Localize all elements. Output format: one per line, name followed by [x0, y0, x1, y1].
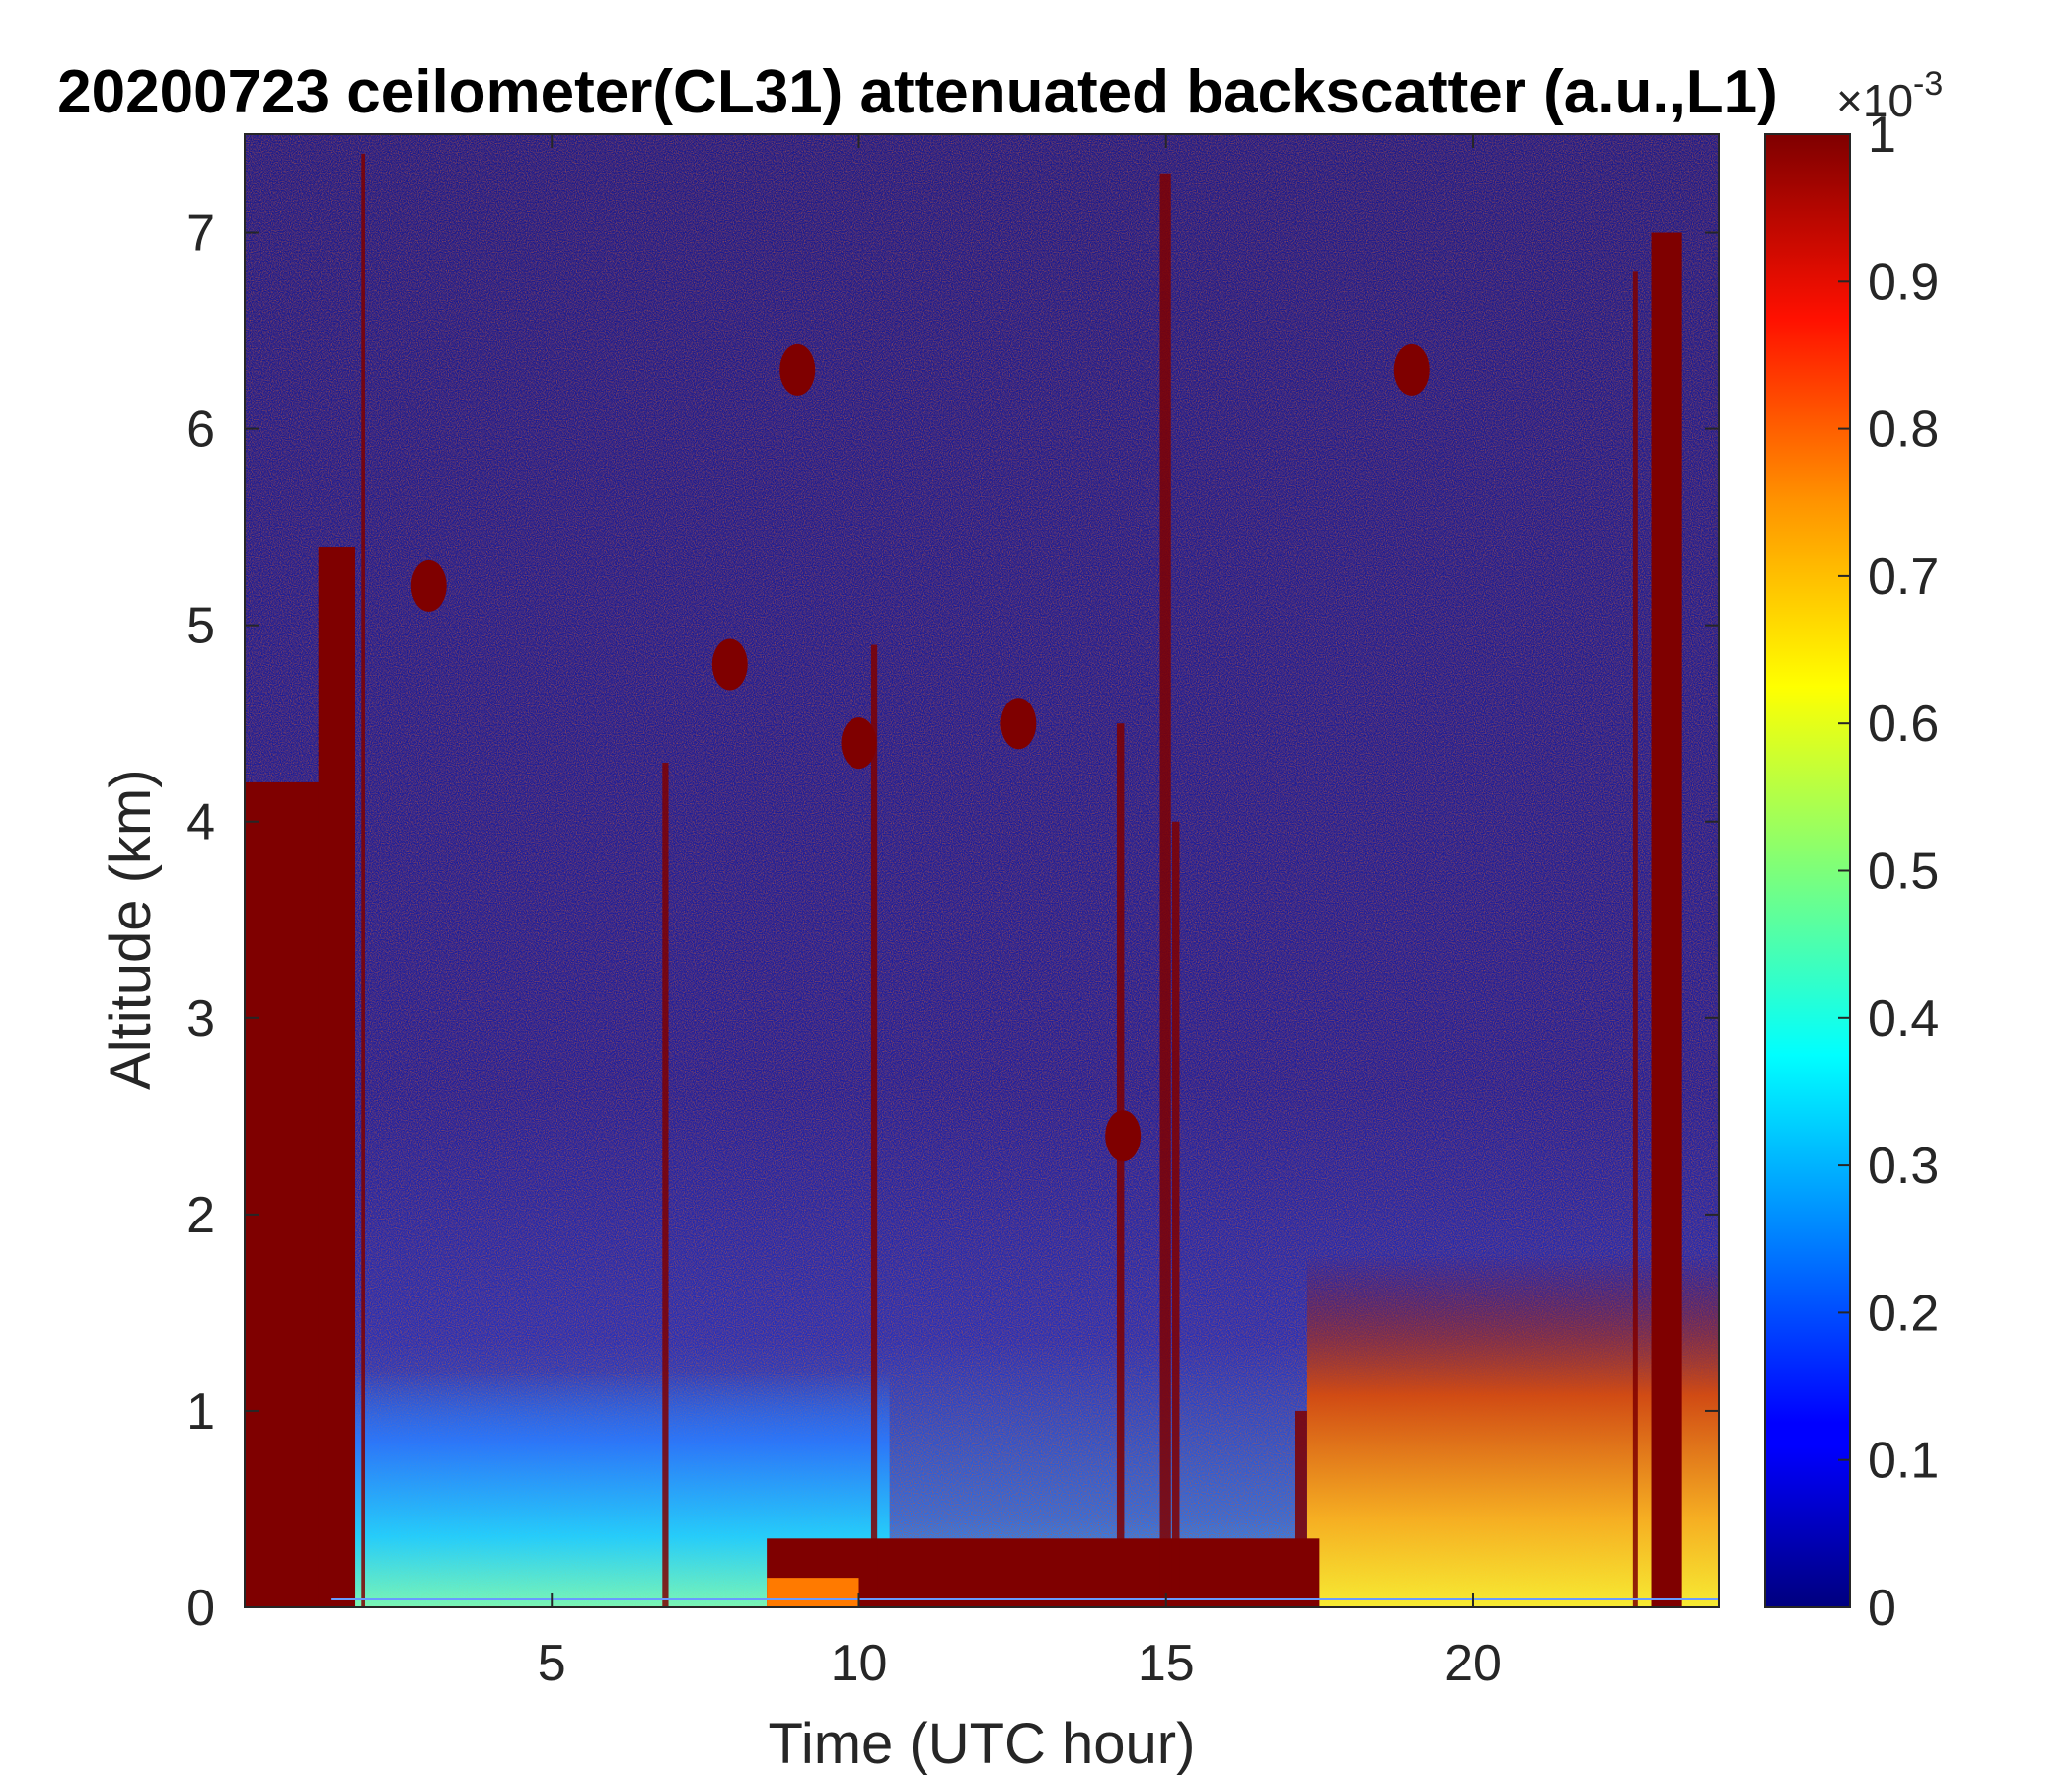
cloud-patch	[1393, 343, 1430, 396]
colorbar-tick-label: 0	[1868, 1580, 1896, 1637]
evening-boundary-layer	[1306, 1253, 1719, 1607]
x-axis: 5 10 15 20	[538, 134, 1502, 1692]
x-tick-label: 5	[538, 1635, 566, 1692]
cloud-streak	[1116, 723, 1125, 1607]
cloud-streak	[1632, 271, 1638, 1607]
heatmap-plot-area	[245, 134, 1719, 1607]
cloud-patch	[841, 717, 877, 770]
y-tick-label: 2	[186, 1187, 215, 1244]
colorbar-tick-label: 0.3	[1868, 1138, 1939, 1195]
heatmap-features	[245, 153, 1719, 1607]
y-tick-label: 0	[186, 1580, 215, 1637]
cloud-patch	[779, 343, 816, 396]
colorbar-tick-label: 0.4	[1868, 991, 1939, 1048]
colorbar-exponent: ×10-3	[1836, 65, 1943, 126]
colorbar-tick-label: 1	[1868, 107, 1896, 164]
saturated-column	[245, 781, 325, 1607]
colorbar-ticks: 0 0.1 0.2 0.3 0.4 0.5 0.6 0.7 0.8 0.9 1	[1838, 107, 1939, 1637]
saturated-column	[1651, 232, 1682, 1607]
y-tick-label: 7	[186, 205, 215, 262]
colorbar-exponent-base: ×10	[1836, 75, 1913, 126]
colorbar: 0 0.1 0.2 0.3 0.4 0.5 0.6 0.7 0.8 0.9 1 ×10-3	[1764, 65, 1943, 1637]
plot-frame	[244, 133, 1720, 1608]
colorbar-tick-label: 0.6	[1868, 696, 1939, 753]
cloud-patch	[1000, 698, 1037, 750]
cloud-streak	[1159, 173, 1171, 1607]
y-tick-label: 4	[186, 794, 215, 851]
surface-layer-edge	[767, 1578, 859, 1607]
x-tick-label: 15	[1138, 1635, 1195, 1692]
cloud-streak	[870, 644, 878, 1607]
cloud-streak	[1171, 821, 1180, 1607]
cloud-streak	[361, 153, 366, 1607]
cloud-streak	[1295, 1410, 1307, 1607]
x-axis-label: Time (UTC hour)	[769, 1712, 1196, 1776]
x-tick-label: 20	[1444, 1635, 1502, 1692]
y-tick-label: 6	[186, 402, 215, 459]
colorbar-tick-label: 0.9	[1868, 254, 1939, 311]
saturated-column	[318, 547, 356, 1607]
colorbar-tick-label: 0.2	[1868, 1285, 1939, 1342]
y-tick-label: 1	[186, 1383, 215, 1441]
colorbar-tick-label: 0.7	[1868, 549, 1939, 606]
cloud-streak	[662, 763, 669, 1607]
y-tick-label: 3	[186, 991, 215, 1048]
cloud-patch	[1105, 1110, 1142, 1162]
cloud-patch	[410, 559, 447, 612]
colorbar-tick-label: 0.5	[1868, 844, 1939, 901]
y-axis-label: Altitude (km)	[99, 769, 163, 1090]
colorbar-gradient	[1764, 133, 1851, 1608]
colorbar-tick-label: 0.1	[1868, 1433, 1939, 1490]
y-tick-label: 5	[186, 598, 215, 655]
colorbar-exponent-power: -3	[1913, 65, 1943, 103]
cloud-patch	[711, 638, 748, 691]
x-tick-label: 10	[831, 1635, 888, 1692]
y-axis: 0 1 2 3 4 5 6 7	[186, 205, 1719, 1637]
chart-title: 20200723 ceilometer(CL31) attenuated bac…	[57, 58, 1778, 126]
colorbar-tick-label: 0.8	[1868, 402, 1939, 459]
